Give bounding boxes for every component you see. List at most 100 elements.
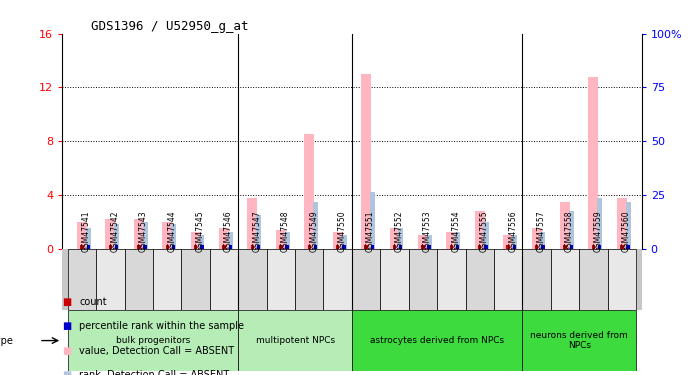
Bar [563,245,566,249]
Bar [589,77,598,249]
Bar [608,249,636,310]
Bar [506,245,510,249]
Bar [446,232,456,249]
Text: GSM47559: GSM47559 [593,210,602,252]
Bar [222,245,226,249]
Bar [535,245,538,249]
Text: GSM47546: GSM47546 [224,210,233,252]
Bar [503,235,513,249]
Bar [560,201,570,249]
Bar [106,219,115,249]
Bar [199,235,204,249]
Bar [314,245,317,249]
Bar [333,232,343,249]
Bar [455,232,460,249]
Bar [162,222,172,249]
Bar [398,228,404,249]
Bar [456,245,460,249]
Bar [393,245,396,249]
Bar [257,245,260,249]
Bar [522,249,551,310]
Text: neurons derived from
NPCs: neurons derived from NPCs [531,331,628,350]
Bar [238,310,352,371]
Bar [284,232,290,249]
Bar [437,249,466,310]
Bar [617,198,627,249]
Bar [266,249,295,310]
Bar [114,224,119,249]
Bar [228,245,232,249]
Bar [134,219,144,249]
Text: GSM47557: GSM47557 [537,210,546,252]
Bar [569,211,574,249]
Bar [308,245,311,249]
Bar [428,245,431,249]
Bar [626,201,631,249]
Bar [324,249,352,310]
Bar [115,245,119,249]
Bar [484,245,488,249]
Bar [370,192,375,249]
Bar [569,245,573,249]
Text: GDS1396 / U52950_g_at: GDS1396 / U52950_g_at [91,20,248,33]
Text: count: count [79,297,107,307]
Bar [137,245,141,249]
Bar [408,249,437,310]
Bar [313,201,318,249]
Bar [380,249,408,310]
Bar [466,249,494,310]
Bar [200,245,204,249]
Text: GSM47548: GSM47548 [281,210,290,252]
Text: value, Detection Call = ABSENT: value, Detection Call = ABSENT [79,346,235,355]
Text: ■: ■ [62,346,71,355]
Bar [336,245,339,249]
Text: GSM47541: GSM47541 [82,210,91,252]
Bar [371,245,374,249]
Text: multipotent NPCs: multipotent NPCs [255,336,335,345]
Text: GSM47545: GSM47545 [196,210,205,252]
Text: GSM47547: GSM47547 [253,210,262,252]
Bar [450,245,453,249]
Text: GSM47553: GSM47553 [423,210,432,252]
Bar [228,232,233,249]
Bar [426,235,432,249]
Bar [399,245,402,249]
Text: GSM47558: GSM47558 [565,210,574,252]
Bar [421,245,424,249]
Bar [627,245,630,249]
Bar [68,310,238,371]
Text: rank, Detection Call = ABSENT: rank, Detection Call = ABSENT [79,370,230,375]
Bar [390,228,400,249]
Bar [238,249,266,310]
Bar [352,249,380,310]
Bar [68,249,96,310]
Bar [210,249,238,310]
Text: GSM47542: GSM47542 [110,210,119,252]
Bar [364,245,368,249]
Text: GSM47550: GSM47550 [337,210,346,252]
Text: GSM47552: GSM47552 [395,210,404,252]
Bar [80,245,83,249]
Bar [592,245,595,249]
Text: GSM47544: GSM47544 [167,210,176,252]
Text: ■: ■ [62,321,71,331]
Bar [181,249,210,310]
Bar [248,198,257,249]
Bar [475,211,485,249]
Bar [361,74,371,249]
Bar [279,245,283,249]
Text: bulk progenitors: bulk progenitors [116,336,190,345]
Bar [125,249,153,310]
Bar [166,245,169,249]
Bar [171,224,176,249]
Bar [109,245,112,249]
Bar [276,230,286,249]
Bar [512,235,517,249]
Bar [478,245,482,249]
Bar [304,134,314,249]
Text: GSM47543: GSM47543 [139,210,148,252]
Bar [86,245,90,249]
Bar [219,228,229,249]
Text: GSM47560: GSM47560 [622,210,631,252]
Text: ■: ■ [62,297,71,307]
